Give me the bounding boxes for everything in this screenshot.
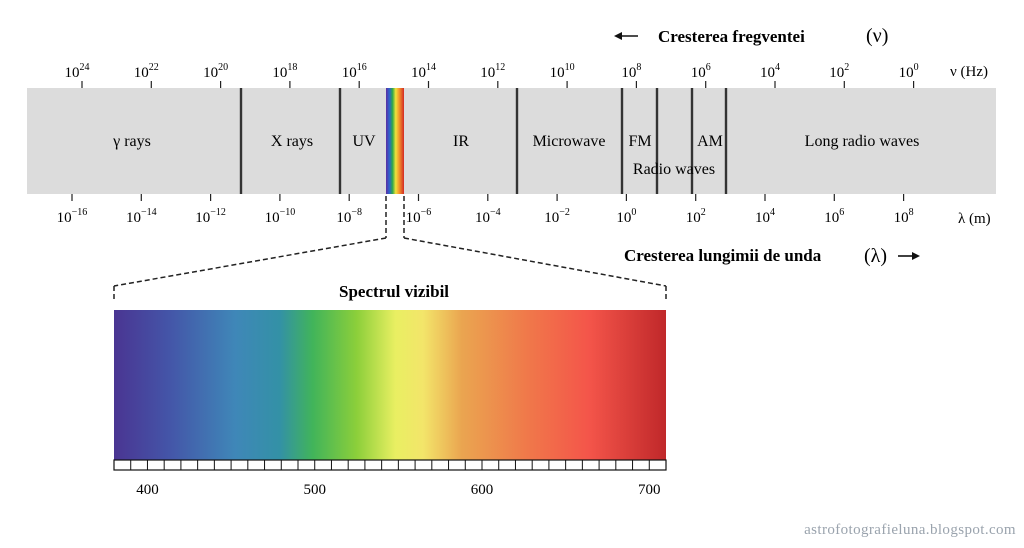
frequency-tick-label: 106	[691, 62, 711, 81]
frequency-tick-label: 108	[621, 62, 641, 81]
frequency-tick-label: 1014	[411, 62, 436, 81]
wavelength-tick-label: 10−8	[336, 207, 362, 226]
band-x-rays: X rays	[271, 133, 313, 150]
frequency-direction-arrow	[614, 32, 638, 40]
wavelength-tick-label: 10−4	[475, 207, 501, 226]
wavelength-tick-label: 100	[616, 207, 636, 226]
frequency-unit: ν (Hz)	[950, 64, 988, 80]
spectrum-band-background	[27, 88, 996, 194]
band-dividers	[239, 88, 728, 194]
wavelength-tick-label: 108	[894, 207, 914, 226]
band-fm: FM	[628, 133, 651, 150]
frequency-tick-label: 100	[899, 62, 919, 81]
wavelength-axis: 10−16 10−14 10−12 10−10 10−8 10−6 10−4 10−2 100 1…	[57, 194, 914, 226]
radio-waves-label: Radio waves	[633, 161, 715, 178]
wavelength-tick-label: 10−6	[406, 207, 432, 226]
frequency-symbol: (ν)	[866, 25, 888, 47]
frequency-tick-label: 1020	[203, 62, 228, 81]
visible-spectrum-axis: 400 500 600 700	[113, 459, 667, 498]
band-microwave: Microwave	[533, 133, 606, 150]
wavelength-symbol: (λ)	[864, 245, 887, 267]
visible-axis-label: 500	[303, 482, 326, 498]
frequency-tick-label: 104	[760, 62, 780, 81]
wavelength-direction-arrow	[898, 252, 920, 260]
wavelength-tick-label: 10−12	[195, 207, 226, 226]
wavelength-title: Cresterea lungimii de unda	[624, 246, 822, 265]
frequency-tick-label: 1010	[550, 62, 575, 81]
visible-spectrum-gradient	[114, 310, 666, 460]
frequency-axis: 1024 1022 1020 1018 1016 1014 1012 1010 108 106 10…	[65, 62, 919, 88]
wavelength-tick-label: 10−14	[126, 207, 157, 226]
zoom-lines	[113, 196, 667, 302]
watermark: astrofotografieluna.blogspot.com	[804, 522, 1016, 538]
wavelength-tick-label: 106	[824, 207, 844, 226]
frequency-tick-label: 1018	[272, 62, 297, 81]
wavelength-tick-label: 10−16	[57, 207, 88, 226]
frequency-tick-label: 1012	[480, 62, 505, 81]
visible-axis-label: 400	[136, 482, 159, 498]
visible-axis-label: 700	[638, 482, 661, 498]
visible-spectrum-title: Spectrul vizibil	[339, 282, 449, 301]
visible-axis-label: 600	[471, 482, 494, 498]
band-am: AM	[697, 133, 723, 150]
band-ir: IR	[453, 133, 469, 150]
visible-axis-bar	[113, 459, 667, 471]
frequency-tick-label: 1016	[342, 62, 367, 81]
band-gamma-rays: γ rays	[112, 133, 151, 150]
frequency-tick-label: 102	[829, 62, 849, 81]
wavelength-tick-label: 104	[755, 207, 775, 226]
wavelength-tick-label: 10−2	[544, 207, 570, 226]
wavelength-tick-label: 10−10	[265, 207, 296, 226]
band-long-radio-waves: Long radio waves	[805, 133, 920, 150]
frequency-tick-label: 1024	[65, 62, 90, 81]
wavelength-tick-label: 102	[686, 207, 706, 226]
frequency-tick-label: 1022	[134, 62, 159, 81]
band-uv: UV	[352, 133, 376, 150]
visible-light-strip	[386, 88, 404, 194]
wavelength-unit: λ (m)	[958, 211, 991, 227]
frequency-title: Cresterea fregventei	[658, 27, 805, 46]
